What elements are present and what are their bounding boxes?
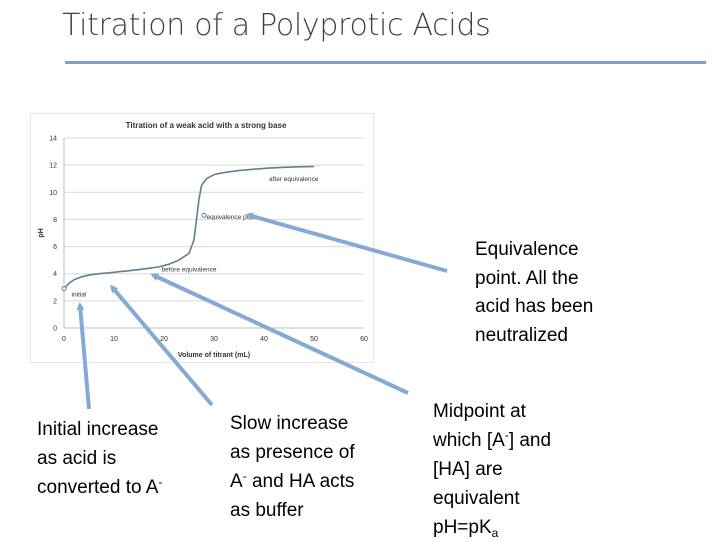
arrow-equivalence-point: [245, 212, 448, 273]
x-tick-label: 10: [110, 336, 118, 343]
y-tick-label: 10: [49, 190, 57, 197]
note-buffer-line: Slow increase: [230, 413, 349, 434]
note-midpoint-line: equivalent: [433, 488, 520, 509]
titration-chart-svg: 0 2 4 6 8 10 12 14 0 10 20 30 40 50 60 Titration of a w…: [38, 121, 368, 359]
note-equivalence-line: Equivalence: [475, 239, 579, 260]
note-buffer-region: Slow increase as presence of A- and HA a…: [230, 409, 390, 525]
note-equivalence-line: neutralized: [475, 324, 568, 346]
note-midpoint: Midpoint at which [A-] and [HA] are equi…: [433, 397, 603, 542]
data-point-marker: [201, 212, 207, 218]
x-tick-label: 30: [210, 336, 218, 343]
titration-curve: [63, 165, 315, 290]
note-midpoint-subscript: a: [491, 526, 499, 540]
note-midpoint-line: Midpoint at: [433, 401, 526, 422]
note-initial-text: converted to A: [37, 477, 159, 498]
note-equivalence-line: acid has been: [475, 296, 594, 317]
note-equivalence-point: Equivalence point. All the acid has been…: [475, 236, 635, 350]
data-point-marker: [61, 286, 67, 292]
chart-annotation: before equivalence: [162, 266, 217, 273]
x-tick-label: 0: [62, 336, 66, 343]
note-midpoint-text: ] and: [508, 430, 552, 451]
note-midpoint-line: which [A-] and: [433, 426, 603, 455]
y-tick-label: 12: [49, 163, 57, 170]
note-equivalence-line: point. All the: [475, 267, 579, 289]
note-initial-line: Initial increase: [37, 419, 159, 440]
note-initial-increase: Initial increase as acid is converted to…: [37, 415, 207, 502]
y-axis-label: pH: [38, 228, 45, 237]
note-midpoint-line: pH=pKa: [433, 513, 603, 542]
note-midpoint-text: which [A: [433, 430, 505, 451]
x-axis-label: Volume of titrant (mL): [178, 352, 250, 359]
note-midpoint-line: [HA] are: [433, 459, 503, 480]
note-midpoint-text: pH=pK: [433, 517, 492, 538]
arrow-buffer: [110, 284, 214, 407]
slide-title: Titration of a Polyprotic Acids: [62, 8, 491, 43]
note-midpoint-superscript: -: [504, 428, 509, 442]
y-tick-label: 0: [53, 326, 57, 333]
y-tick-label: 4: [53, 271, 57, 278]
x-tick-label: 60: [360, 336, 368, 343]
note-initial-superscript: -: [158, 475, 163, 489]
note-buffer-text: A: [230, 471, 243, 492]
note-initial-line: as acid is: [37, 448, 117, 469]
x-tick-label: 20: [160, 336, 168, 343]
x-tick-label: 50: [310, 336, 318, 343]
title-underline: [65, 61, 706, 64]
y-tick-label: 2: [53, 298, 57, 305]
note-buffer-superscript: -: [242, 469, 247, 483]
note-buffer-line: A- and HA acts: [230, 467, 390, 496]
note-initial-line: converted to A-: [37, 473, 207, 502]
x-tick-label: 40: [260, 336, 268, 343]
y-tick-label: 14: [49, 136, 57, 143]
chart-annotation: initial: [72, 292, 87, 299]
titration-chart: 0 2 4 6 8 10 12 14 0 10 20 30 40 50 60 Titration of a w…: [30, 113, 374, 363]
chart-annotation: equivalence point: [207, 214, 258, 221]
note-buffer-line: as buffer: [230, 500, 304, 521]
chart-annotation: after equivalence: [269, 176, 319, 183]
arrow-initial: [76, 302, 91, 410]
y-tick-label: 8: [53, 217, 57, 224]
note-buffer-text: and HA acts: [246, 471, 355, 492]
arrow-midpoint: [150, 273, 409, 395]
chart-title: Titration of a weak acid with a strong b…: [126, 121, 287, 130]
y-tick-label: 6: [53, 244, 57, 251]
note-buffer-line: as presence of: [230, 442, 355, 463]
